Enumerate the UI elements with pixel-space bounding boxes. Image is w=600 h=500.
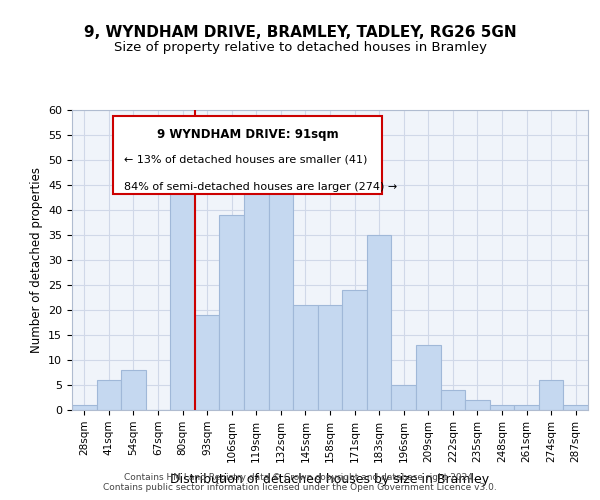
Bar [391, 385, 416, 410]
Bar [244, 165, 269, 410]
Bar [170, 165, 195, 410]
Bar [97, 380, 121, 410]
Text: 9, WYNDHAM DRIVE, BRAMLEY, TADLEY, RG26 5GN: 9, WYNDHAM DRIVE, BRAMLEY, TADLEY, RG26 … [83, 25, 517, 40]
Bar [490, 405, 514, 410]
Bar [539, 380, 563, 410]
Bar [367, 235, 391, 410]
Bar [342, 290, 367, 410]
Text: Contains HM Land Registry data © Crown copyright and database right 2024.: Contains HM Land Registry data © Crown c… [124, 473, 476, 482]
Text: 9 WYNDHAM DRIVE: 91sqm: 9 WYNDHAM DRIVE: 91sqm [157, 128, 338, 141]
Text: 84% of semi-detached houses are larger (274) →: 84% of semi-detached houses are larger (… [124, 182, 397, 192]
Bar [121, 370, 146, 410]
Bar [72, 405, 97, 410]
Bar [465, 400, 490, 410]
Bar [269, 185, 293, 410]
X-axis label: Distribution of detached houses by size in Bramley: Distribution of detached houses by size … [170, 473, 490, 486]
Bar [563, 405, 588, 410]
Bar [440, 390, 465, 410]
Text: Size of property relative to detached houses in Bramley: Size of property relative to detached ho… [113, 41, 487, 54]
Text: Contains public sector information licensed under the Open Government Licence v3: Contains public sector information licen… [103, 483, 497, 492]
Text: ← 13% of detached houses are smaller (41): ← 13% of detached houses are smaller (41… [124, 155, 367, 165]
Bar [514, 405, 539, 410]
Bar [318, 305, 342, 410]
Bar [195, 315, 220, 410]
Y-axis label: Number of detached properties: Number of detached properties [29, 167, 43, 353]
Bar [293, 305, 318, 410]
Bar [220, 215, 244, 410]
Bar [416, 345, 440, 410]
FancyBboxPatch shape [113, 116, 382, 194]
